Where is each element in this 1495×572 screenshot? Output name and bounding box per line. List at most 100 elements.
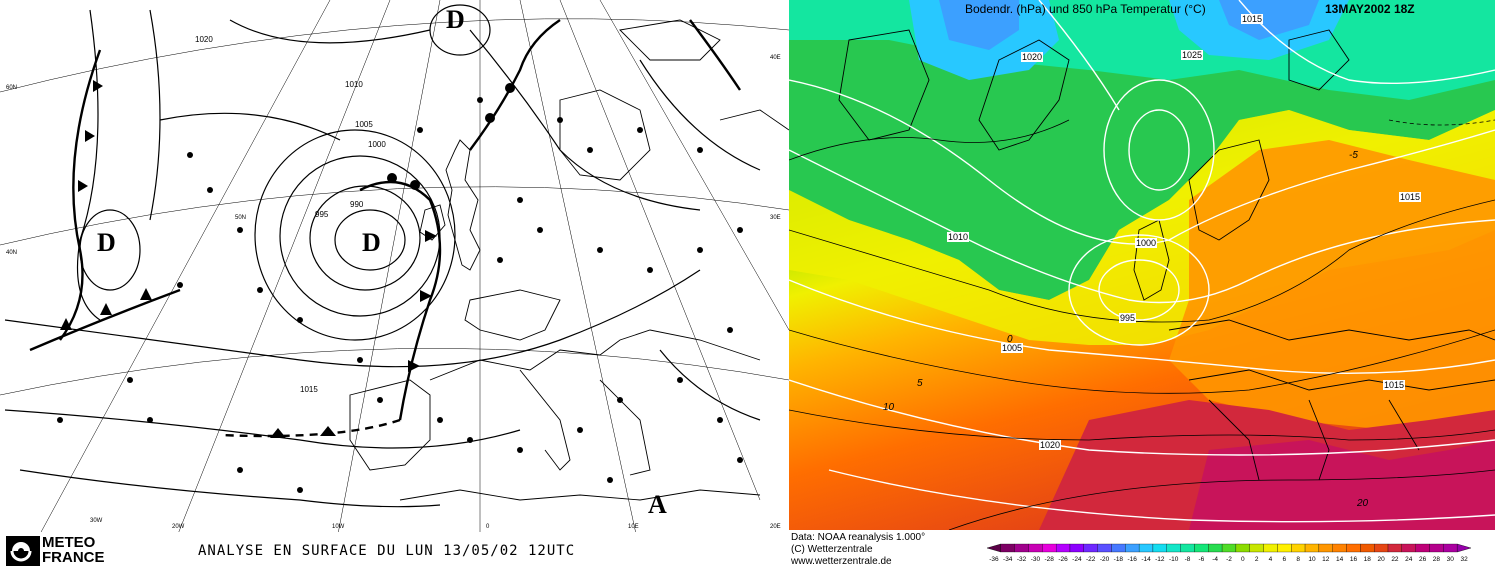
logo-line-1: METEO (42, 534, 96, 551)
isobars-right (789, 0, 1495, 523)
colorbar-swatch (1263, 543, 1278, 553)
temperature-colorbar: -36 -34 -32 -30 -28 -26 -24 -22 -20 -18 -16 -14 -12-… (986, 543, 1472, 563)
isobar-label: 1010 (947, 232, 970, 242)
colorbar-label: 0 (1241, 556, 1245, 563)
colorbar-swatch (1401, 543, 1416, 553)
colorbar-label: 32 (1460, 556, 1468, 563)
fronts (29, 19, 741, 438)
colorbar-swatch (1125, 543, 1140, 553)
colorbar-swatch (1235, 543, 1250, 553)
isobar-label: 990 (350, 200, 364, 209)
pressure-center-low-north: D (446, 5, 465, 34)
colorbar-label: -36 (989, 556, 999, 563)
colorbar-label: -34 (1003, 556, 1013, 563)
pressure-center-low-main: D (362, 228, 381, 257)
colorbar-swatch (1180, 543, 1195, 553)
map-title: Bodendr. (hPa) und 850 hPa Temperatur (°… (965, 2, 1206, 16)
colorbar-label: 26 (1419, 556, 1427, 563)
isotherm-label: -5 (1349, 150, 1358, 161)
front-symbols (60, 80, 515, 438)
colorbar-label: -14 (1141, 556, 1151, 563)
colorbar-swatch (1304, 543, 1320, 553)
colorbar-label: 2 (1255, 556, 1259, 563)
grid-label: 30E (770, 215, 781, 221)
isobar-label: 1020 (1039, 440, 1062, 450)
isotherm-label: 5 (917, 378, 923, 389)
isotherms (789, 119, 1495, 530)
isobar-label: 1015 (1241, 14, 1264, 24)
colorbar-label: -28 (1045, 556, 1055, 563)
colorbar-label: -6 (1198, 556, 1204, 563)
colorbar-label: 4 (1269, 556, 1273, 563)
grid-label: 20W (172, 524, 185, 530)
temperature-field-map (789, 0, 1495, 530)
pressure-center-low-west: D (97, 228, 116, 257)
data-source: Data: NOAA reanalysis 1.000° (791, 532, 926, 543)
isobar-label: 1015 (300, 385, 318, 394)
colorbar-label: -12 (1155, 556, 1165, 563)
grid-label: 10E (628, 524, 639, 530)
isotherm-label: 0 (1007, 334, 1013, 345)
colorbar-swatch (1208, 543, 1223, 553)
colorbar-swatch (1194, 543, 1209, 553)
colorbar-swatch (1387, 543, 1403, 553)
colorbar-label: -2 (1226, 556, 1232, 563)
isobar-label: 995 (315, 210, 329, 219)
isobar-label: 1000 (368, 140, 386, 149)
colorbar-label: -10 (1169, 556, 1179, 563)
colorbar-label: 12 (1322, 556, 1330, 563)
colorbar-label: -18 (1114, 556, 1124, 563)
isobar-label: 1000 (1135, 238, 1158, 248)
isobar-label: 1015 (1383, 380, 1406, 390)
isobar-label: 1020 (1021, 52, 1044, 62)
isotherm-label: 20 (1357, 498, 1369, 509)
colorbar-label: -20 (1100, 556, 1110, 563)
grid-label: 0 (486, 524, 490, 530)
temperature-map-panel: Bodendr. (hPa) und 850 hPa Temperatur (°… (789, 0, 1495, 572)
colorbar-label: 30 (1447, 556, 1455, 563)
isobar-label: 1025 (1181, 50, 1204, 60)
meteo-france-wordmark: METEO FRANCE (42, 535, 105, 565)
analysis-caption: ANALYSE EN SURFACE DU LUN 13/05/02 12UTC (198, 543, 576, 559)
colorbar-swatch (1138, 543, 1154, 553)
map-valid-time: 13MAY2002 18Z (1325, 2, 1415, 16)
colorbar-label: -4 (1212, 556, 1218, 563)
colorbar-swatch (1083, 543, 1098, 553)
isobar-label: 1010 (345, 80, 363, 89)
grid-label: 20E (770, 524, 781, 530)
colorbar-swatch (1318, 543, 1333, 553)
colorbar-label: 22 (1391, 556, 1399, 563)
colorbar-label: -26 (1058, 556, 1068, 563)
graticule (0, 0, 789, 534)
colorbar-swatch (1429, 543, 1444, 553)
station-plots (57, 97, 743, 493)
colorbar-label: 6 (1283, 556, 1287, 563)
colorbar-swatch (1097, 543, 1112, 553)
surface-analysis-footer: METEO FRANCE ANALYSE EN SURFACE DU LUN 1… (0, 532, 789, 572)
colorbar-swatch (1332, 543, 1347, 553)
colorbar-arrow-left (986, 543, 1002, 553)
colorbar-label: 14 (1336, 556, 1344, 563)
colorbar-label: -16 (1127, 556, 1137, 563)
grid-label: 60N (6, 85, 18, 91)
isotherm-label: 10 (883, 402, 895, 413)
colorbar-swatch (1111, 543, 1126, 553)
colorbar-label: 16 (1350, 556, 1358, 563)
isobar-label: 1020 (195, 35, 213, 44)
colorbar-swatch (1069, 543, 1084, 553)
colorbar-label: 20 (1377, 556, 1385, 563)
colorbar-swatch (1166, 543, 1181, 553)
colorbar-swatch (1360, 543, 1375, 553)
colorbar-label: 24 (1405, 556, 1413, 563)
logo-line-2: FRANCE (42, 549, 105, 566)
surface-analysis-map (0, 0, 789, 534)
grid-label: 10W (332, 524, 345, 530)
website-link[interactable]: www.wetterzentrale.de (791, 556, 892, 567)
colorbar-swatch (1152, 543, 1167, 553)
grid-label: 30W (90, 518, 103, 524)
meteo-france-logo-icon (6, 536, 40, 566)
colorbar-swatch (1277, 543, 1292, 553)
colorbar-swatch (1042, 543, 1057, 553)
colorbar-label: 18 (1364, 556, 1372, 563)
colorbar-swatch (1291, 543, 1306, 553)
